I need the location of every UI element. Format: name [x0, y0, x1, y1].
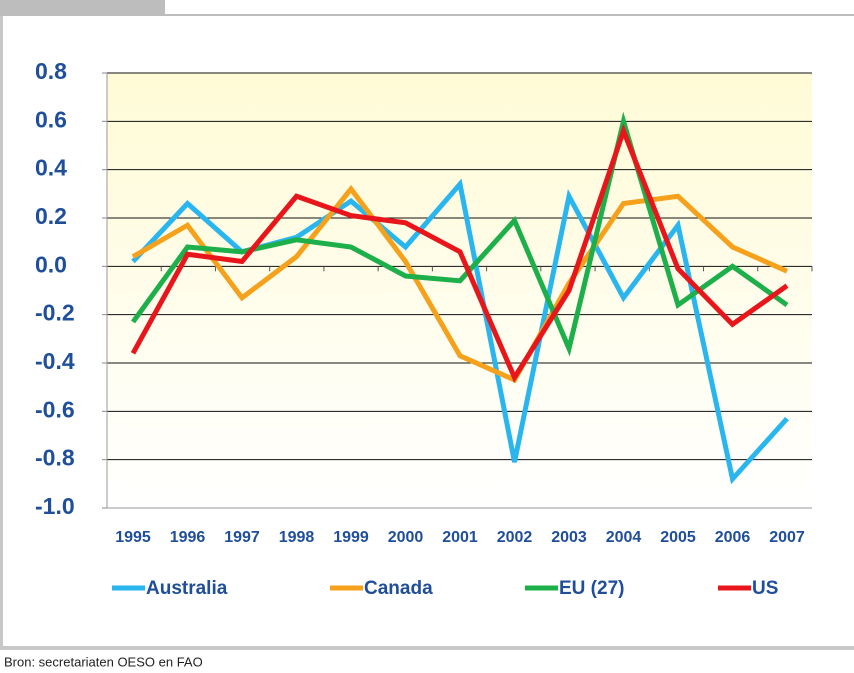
series-line	[130, 111, 789, 357]
y-tick-label: 0.0	[35, 251, 67, 277]
x-tick-label: 2007	[769, 529, 805, 546]
series-line	[130, 123, 789, 383]
y-tick-label: 0.4	[35, 155, 67, 181]
source: Bron: secretariaten OESO en FAO	[4, 654, 203, 669]
y-tick-label: -1.0	[35, 493, 75, 519]
x-tick-label: 2004	[606, 529, 642, 546]
x-tick-label: 2002	[497, 529, 533, 546]
series-line	[131, 184, 789, 384]
y-tick-label: -0.6	[35, 396, 75, 422]
y-tick-label: 0.8	[35, 58, 67, 84]
frame-left	[0, 16, 3, 648]
x-tick-label: 2006	[715, 529, 751, 546]
y-tick-label: 0.2	[35, 203, 67, 229]
x-tick-label: 2005	[660, 529, 696, 546]
header-box	[165, 0, 854, 14]
plot-area	[107, 73, 812, 508]
y-tick-label: -0.4	[35, 348, 75, 374]
y-tick-label: -0.2	[35, 300, 75, 326]
y-tick-label: -0.8	[35, 445, 75, 471]
x-tick-label: 1995	[115, 529, 151, 546]
frame-bottom	[0, 646, 854, 650]
x-tick-label: 2003	[551, 529, 587, 546]
x-tick-label: 1997	[224, 529, 260, 546]
y-tick-label: 0.6	[35, 106, 67, 132]
legend-label: US	[752, 578, 778, 599]
x-tick-label: 2001	[442, 529, 478, 546]
x-tick-label: 1998	[279, 529, 315, 546]
x-tick-label: 1996	[170, 529, 206, 546]
legend-label: Canada	[364, 578, 433, 599]
legend-label: EU (27)	[559, 578, 624, 599]
legend-label: Australia	[146, 578, 228, 599]
x-tick-label: 2000	[388, 529, 424, 546]
x-tick-label: 1999	[333, 529, 369, 546]
